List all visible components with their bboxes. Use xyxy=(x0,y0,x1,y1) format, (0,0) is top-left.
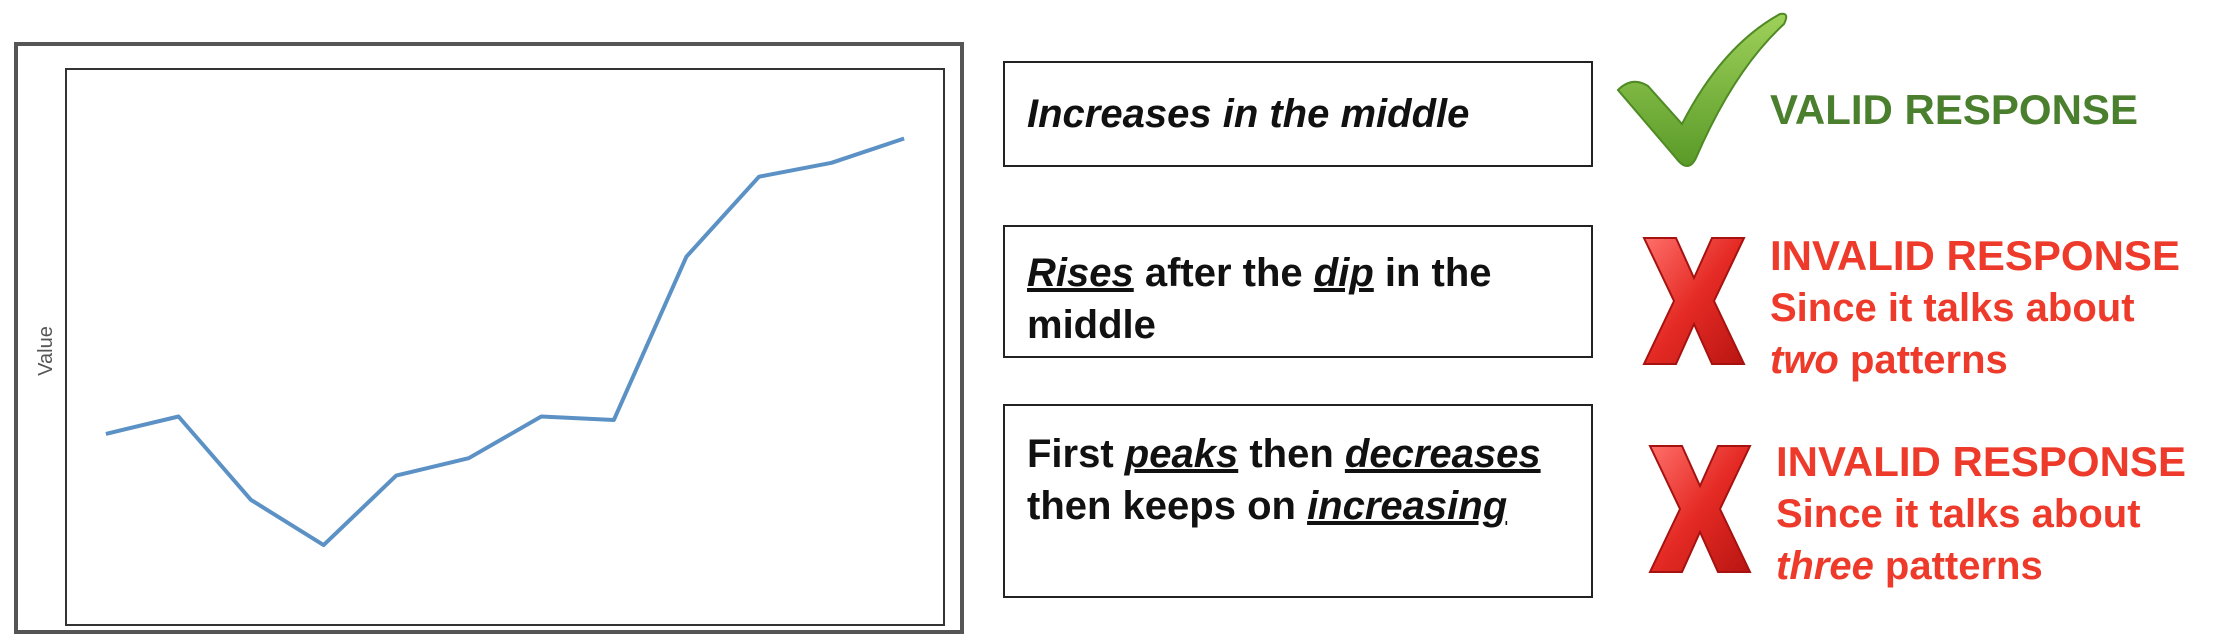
response-2-part-4: in the middle xyxy=(1027,251,1503,347)
response-2-part-2: after the xyxy=(1133,251,1314,295)
invalid-reason-2: Since it talks about xyxy=(1770,286,2135,330)
response-text-2: Rises after the dip in the middle xyxy=(1027,251,1503,347)
response-2-part-3: dip xyxy=(1313,251,1374,295)
invalid-reason-3: Since it talks about xyxy=(1776,492,2141,536)
response-3-part-2: peaks xyxy=(1124,432,1239,476)
invalid-title-3: INVALID RESPONSE xyxy=(1776,438,2186,485)
response-3-part-4: decreases xyxy=(1344,432,1541,476)
chart-canvas: Value xyxy=(35,68,945,626)
response-3-part-1: First xyxy=(1027,432,1125,476)
response-text-1: Increases in the middle xyxy=(1027,88,1469,140)
response-3-part-5: then keeps on xyxy=(1027,432,1552,528)
checkmark-icon xyxy=(1616,12,1788,167)
response-3-part-3: then xyxy=(1238,432,1345,476)
response-box-3: First peaks then decreases then keeps on… xyxy=(1003,404,1593,598)
invalid-response-2: INVALID RESPONSE Since it talks about tw… xyxy=(1770,230,2180,386)
valid-response-label: VALID RESPONSE xyxy=(1770,86,2138,133)
response-text-3: First peaks then decreases then keeps on… xyxy=(1027,432,1552,528)
plot-area xyxy=(65,68,945,626)
line-chart: Value xyxy=(14,42,964,634)
invalid-reason-2b: two patterns xyxy=(1770,338,2008,382)
invalid-title-2: INVALID RESPONSE xyxy=(1770,232,2180,279)
cross-icon xyxy=(1648,445,1752,573)
response-box-2: Rises after the dip in the middle xyxy=(1003,225,1593,358)
invalid-response-3: INVALID RESPONSE Since it talks about th… xyxy=(1776,436,2186,592)
response-3-part-6: increasing xyxy=(1307,484,1508,528)
response-1-part-1: Increases in the middle xyxy=(1027,92,1470,136)
cross-icon xyxy=(1642,237,1746,365)
y-axis-label: Value xyxy=(35,326,57,376)
response-2-part-1: Rises xyxy=(1027,251,1134,295)
invalid-reason-3b: three patterns xyxy=(1776,544,2043,588)
response-box-1: Increases in the middle xyxy=(1003,61,1593,167)
series-line xyxy=(105,136,905,548)
